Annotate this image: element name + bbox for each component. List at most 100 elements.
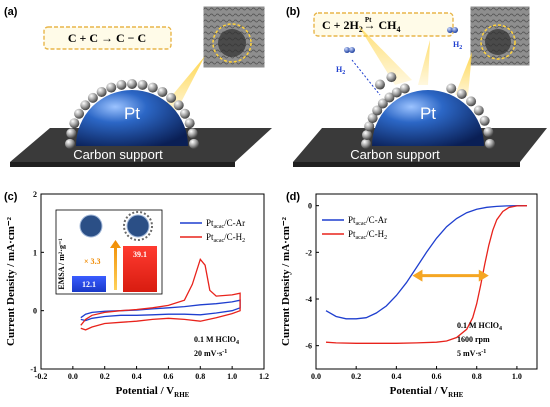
- panel-b-label: (b): [286, 6, 300, 18]
- carbon-atom: [483, 127, 494, 138]
- x-tick-label: 1.2: [259, 372, 269, 381]
- h2-label: H2: [453, 40, 462, 51]
- x-tick-label: 0.6: [163, 372, 173, 381]
- orr-conditions: 0.1 M HClO4: [457, 321, 502, 332]
- series-line: [80, 257, 241, 331]
- carbon-atom-chain: [65, 79, 199, 149]
- carbon-atom: [367, 113, 378, 124]
- carbon-atom: [166, 92, 177, 103]
- tem-particle: [485, 29, 511, 55]
- legend-entry: Ptacac/C-Ar: [348, 215, 387, 227]
- carbon-atom: [479, 115, 490, 126]
- y-axis-label: Current Density / mA·cm⁻²: [280, 216, 292, 346]
- carbon-atom: [391, 87, 402, 98]
- nanoparticle-icon: [79, 214, 103, 238]
- cv-scan-rate: 20 mV·s-1: [194, 349, 227, 358]
- inset-ylabel: EMSA / m²·g⁻¹: [57, 238, 66, 290]
- carbon-support-label: Carbon support: [350, 147, 440, 162]
- carbon-atom: [96, 86, 107, 97]
- equation-box: [43, 26, 172, 50]
- y-tick-label: 0: [33, 307, 37, 316]
- tem-particle: [218, 29, 246, 57]
- panel-a-label: (a): [4, 6, 18, 18]
- carbon-atom: [446, 83, 457, 94]
- carbon-atom: [147, 82, 158, 93]
- carbon-atom: [374, 79, 385, 90]
- carbon-atom: [87, 92, 98, 103]
- x-tick-label: 0.2: [351, 372, 361, 381]
- y-tick-label: -4: [305, 295, 312, 304]
- carbon-atom: [188, 138, 199, 149]
- carbon-atom: [377, 98, 388, 109]
- carbon-atom-chain: [361, 72, 495, 149]
- carbon-atom: [384, 92, 395, 103]
- emsa-inset: EMSA / m²·g⁻¹ 12.1 39.1 × 3.3: [55, 209, 163, 295]
- carbon-support-edge: [293, 162, 520, 167]
- carbon-support-edge: [10, 162, 235, 167]
- legend-entry: Ptacac/C-Ar: [206, 218, 245, 230]
- h2-molecule: H2: [336, 47, 355, 76]
- series-line: [325, 205, 528, 344]
- carbon-atom: [157, 86, 168, 97]
- pt-sphere: [372, 90, 484, 146]
- pt-sphere: [76, 90, 188, 146]
- zoom-beam: [455, 52, 472, 96]
- h2-molecule: H2: [447, 27, 462, 51]
- carbon-atom: [466, 96, 477, 107]
- carbon-atom: [184, 118, 195, 129]
- plot-frame: [315, 193, 538, 370]
- x-tick-label: 1.0: [512, 372, 522, 381]
- panel-a: (a) C + C → C − C Carbon support Pt: [4, 5, 272, 167]
- carbon-atom: [69, 118, 80, 129]
- legend-entry: Ptacac/C-H2: [348, 229, 387, 241]
- x-tick-label: 0.6: [432, 372, 442, 381]
- reaction-beam: [418, 40, 430, 85]
- x-tick-label: -0.2: [35, 372, 48, 381]
- carbon-support-label: Carbon support: [73, 147, 163, 162]
- carbon-atom: [456, 89, 467, 100]
- carbon-atom: [364, 121, 375, 132]
- inset-factor: × 3.3: [84, 257, 101, 266]
- cv-conditions: 0.1 M HClO4: [194, 335, 239, 346]
- x-tick-label: 0.4: [132, 372, 142, 381]
- y-tick-label: 1: [33, 248, 37, 257]
- x-tick-label: 0.4: [391, 372, 401, 381]
- carbon-atom: [473, 105, 484, 116]
- tem-highlight-circle: [480, 24, 516, 60]
- pt-sphere-label: Pt: [124, 104, 140, 123]
- carbon-atom: [361, 138, 372, 149]
- legend-entry: Ptacac/C-H2: [206, 232, 245, 244]
- y-tick-label: -6: [305, 342, 312, 351]
- orr-rotation: 1600 rpm: [457, 335, 490, 344]
- cv-chart: -0.2 0.0 0.2 0.4 0.6 0.8 1.0 1.2 -1 0 1 2 Potential …: [5, 190, 269, 399]
- carbon-atom: [173, 100, 184, 111]
- inset-bar-ar: [72, 276, 106, 292]
- x-tick-label: 0.8: [472, 372, 482, 381]
- carbon-atom: [386, 72, 397, 83]
- inset-bar-value: 12.1: [82, 280, 96, 289]
- shift-arrow-head-left: [412, 269, 423, 282]
- tem-highlight-circle: [212, 23, 252, 63]
- x-axis-label: Potential / VRHE: [390, 385, 464, 399]
- carbon-atom: [484, 138, 495, 149]
- orr-scan-rate: 5 mV·s-1: [457, 349, 486, 358]
- carbon-atom: [74, 108, 85, 119]
- carbon-atom: [127, 79, 137, 89]
- carbon-atom: [66, 128, 77, 139]
- carbon-atom: [116, 79, 127, 90]
- panel-b: (b) C + 2H2Pt→ CH4 H2 H2 Carbon support …: [286, 5, 547, 167]
- shift-arrow-head-right: [478, 269, 489, 282]
- inset-bar-h2: [123, 246, 157, 292]
- equation-text: C + C → C − C: [68, 31, 146, 45]
- orr-chart: 0.0 0.2 0.4 0.6 0.8 1.0 -6 -4 -2 0 Potential / VRH…: [280, 193, 538, 399]
- y-tick-label: 0: [308, 202, 312, 211]
- carbon-atom: [80, 100, 91, 111]
- reaction-beam: [358, 25, 412, 85]
- x-tick-label: 0.0: [68, 372, 78, 381]
- panel-c: (c) -0.2 0.0 0.2 0.4 0.6 0.8 1.0 1.2 -1 0 1 2 Potent…: [4, 190, 269, 399]
- carbon-atom: [137, 79, 148, 90]
- y-tick-label: -1: [30, 365, 37, 374]
- x-tick-label: 1.0: [227, 372, 237, 381]
- x-tick-label: 0.0: [311, 372, 321, 381]
- pt-sphere-label: Pt: [420, 104, 436, 123]
